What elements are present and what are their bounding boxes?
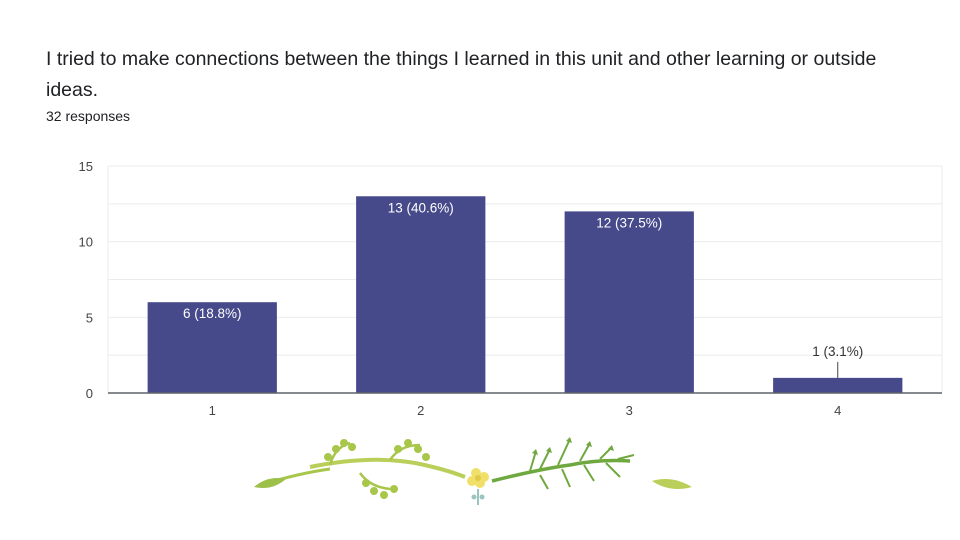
y-axis-tick-labels: 0 5 10 15	[79, 159, 93, 401]
y-tick-label: 5	[86, 310, 93, 325]
bar-4	[773, 377, 903, 393]
x-tick-label: 3	[626, 403, 633, 418]
vine-flower-divider-icon	[254, 437, 692, 505]
y-tick-label: 0	[86, 386, 93, 401]
x-tick-label: 2	[417, 403, 424, 418]
bar-data-label: 12 (37.5%)	[596, 215, 662, 230]
bar-2	[356, 196, 486, 393]
y-tick-label: 10	[79, 235, 93, 250]
chart-bars	[147, 196, 903, 393]
bar-data-label: 1 (3.1%)	[812, 344, 863, 359]
question-title: I tried to make connections between the …	[46, 48, 877, 101]
bar-chart: 0 5 10 15 6 (18.8%) 13 (40.6%) 12 (37.5%) 1 (3…	[79, 159, 943, 418]
bar-data-labels: 6 (18.8%) 13 (40.6%) 12 (37.5%) 1 (3.1%)	[183, 200, 863, 378]
response-count: 32 responses	[46, 108, 131, 124]
bar-data-label: 6 (18.8%)	[183, 306, 242, 321]
bar-3	[564, 211, 694, 393]
x-tick-label: 1	[209, 403, 216, 418]
x-tick-label: 4	[834, 403, 841, 418]
x-axis-tick-labels: 1 2 3 4	[209, 403, 842, 418]
bar-data-label: 13 (40.6%)	[388, 200, 454, 215]
y-tick-label: 15	[79, 159, 93, 174]
bar-1	[147, 302, 277, 393]
